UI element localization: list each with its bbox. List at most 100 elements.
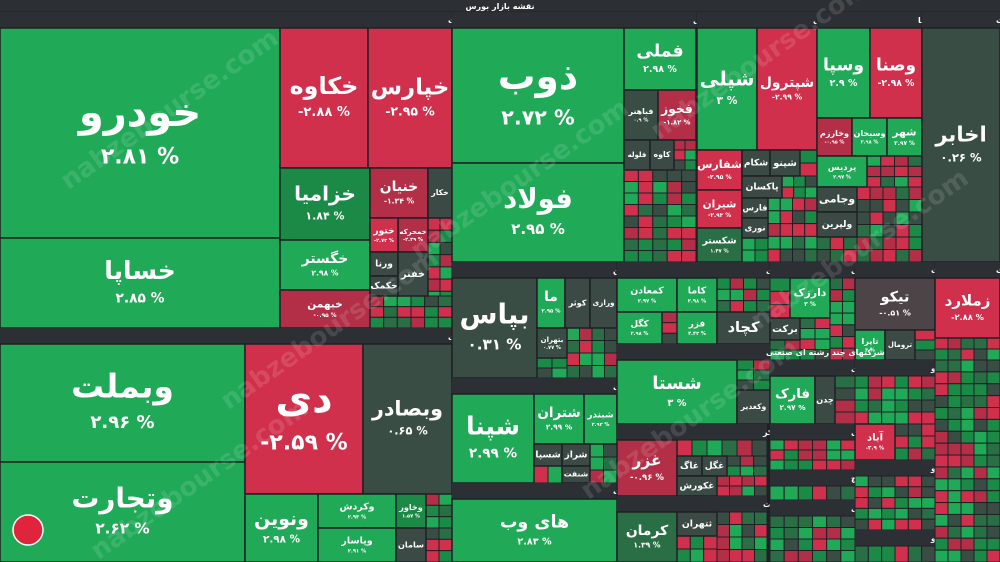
filler-tile: [826, 449, 842, 461]
stock-tile: [756, 27, 818, 151]
stock-tile: [616, 439, 678, 497]
filler-tile: [726, 455, 741, 467]
filler-tile: [792, 223, 806, 237]
filler-tile: [812, 439, 828, 451]
filler-tile: [829, 300, 843, 314]
filler-tile: [881, 507, 896, 520]
stock-tile: [716, 311, 771, 345]
filler-tile: [666, 181, 683, 194]
filler-tile: [753, 465, 768, 477]
stock-tile: [789, 277, 831, 319]
filler-tile: [769, 277, 791, 292]
filler-tile: [880, 165, 895, 178]
filler-tile: [410, 295, 426, 308]
filler-tile: [437, 295, 453, 308]
stock-tile: [369, 251, 399, 277]
filler-tile: [921, 423, 936, 437]
filler-tile: [739, 465, 755, 477]
filler-tile: [986, 466, 1000, 480]
filler-tile: [812, 449, 828, 461]
filler-tile: [881, 399, 896, 413]
filler-tile: [591, 365, 605, 379]
filler-tile: [921, 486, 936, 499]
stock-change: ۳ %: [667, 398, 686, 409]
filler-tile: [842, 312, 856, 326]
filler-tile: [934, 383, 949, 397]
filler-tile: [914, 329, 936, 341]
filler-tile: [986, 418, 1000, 432]
filler-tile: [934, 395, 949, 409]
filler-tile: [934, 525, 949, 539]
stock-change: ۲.۹۸ %: [311, 269, 339, 278]
filler-tile: [894, 507, 909, 520]
filler-tile: [425, 538, 440, 552]
filler-tile: [566, 340, 580, 354]
filler-tile: [869, 236, 884, 250]
filler-tile: [769, 538, 785, 551]
filler-tile: [866, 165, 882, 178]
filler-tile: [894, 518, 909, 531]
filler-tile: [589, 443, 604, 458]
stock-tile: [769, 317, 801, 341]
filler-tile: [681, 215, 697, 228]
stock-change: ۲.۹۷ %: [779, 403, 806, 412]
filler-tile: [767, 248, 781, 263]
stock-name: کرمان: [626, 523, 669, 539]
sector-header: [617, 344, 770, 360]
filler-tile: [652, 215, 668, 228]
stock-name: شپترول: [760, 75, 814, 91]
filler-tile: [907, 399, 923, 413]
stock-tile: [279, 289, 371, 329]
stock-name: اخابر: [934, 122, 986, 147]
stock-name: ختور: [372, 226, 394, 236]
filler-tile: [754, 549, 768, 562]
filler-tile: [666, 215, 683, 228]
filler-tile: [756, 300, 771, 313]
filler-tile: [854, 507, 869, 520]
filler-tile: [666, 250, 683, 263]
sector-name: زراعت و خدمات: [996, 266, 1000, 275]
stock-change: ۴.۴۳ %: [688, 331, 706, 337]
filler-tile: [829, 324, 843, 338]
stock-tile: [696, 27, 758, 151]
filler-tile: [934, 418, 949, 432]
filler-tile: [907, 507, 923, 520]
filler-tile: [438, 516, 453, 529]
filler-tile: [741, 237, 756, 251]
filler-tile: [869, 249, 884, 263]
filler-tile: [986, 454, 1000, 468]
filler-tile: [769, 527, 785, 540]
stock-tile: [816, 211, 858, 238]
stock-change: -۲.۵۹ %: [260, 431, 347, 456]
filler-tile: [721, 439, 738, 457]
filler-tile: [867, 387, 883, 401]
stock-name: ولپرین: [822, 219, 853, 230]
sector-header: [935, 262, 1000, 278]
stock-name: ترومال: [888, 341, 913, 349]
filler-tile: [907, 447, 923, 461]
filler-tile: [973, 418, 988, 432]
sector-header: [452, 483, 617, 499]
filler-tile: [439, 217, 453, 231]
filler-tile: [439, 241, 453, 256]
filler-tile: [934, 466, 949, 480]
filler-tile: [973, 549, 988, 562]
stock-change: -۰.۹۵ %: [313, 313, 336, 319]
filler-tile: [579, 327, 593, 341]
filler-tile: [792, 197, 806, 212]
filler-tile: [604, 327, 618, 341]
filler-tile: [895, 186, 910, 200]
filler-tile: [826, 538, 842, 551]
filler-tile: [566, 365, 580, 379]
filler-tile: [914, 339, 936, 351]
filler-tile: [934, 549, 949, 562]
stock-change: ۲.۹۵ %: [511, 220, 565, 238]
filler-tile: [973, 407, 988, 420]
filler-tile: [383, 316, 398, 329]
filler-tile: [960, 418, 975, 432]
filler-tile: [438, 538, 453, 552]
filler-tile: [681, 192, 697, 205]
title-bar: [0, 0, 1000, 12]
filler-tile: [856, 249, 871, 263]
filler-tile: [604, 365, 618, 379]
